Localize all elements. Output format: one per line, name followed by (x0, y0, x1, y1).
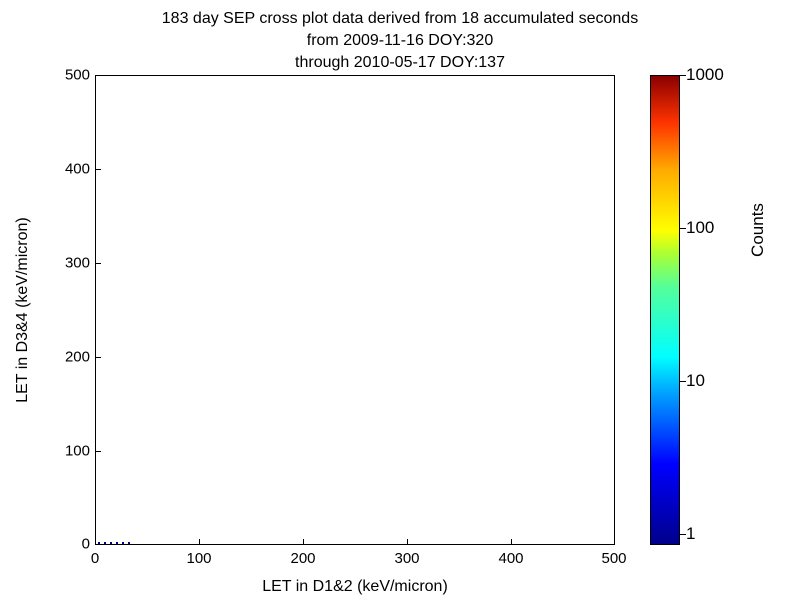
y-tick-mark (95, 544, 101, 545)
data-point[interactable] (110, 542, 112, 544)
y-tick-mark (95, 451, 101, 452)
y-tick-mark (95, 357, 101, 358)
colorbar-tick-mark (680, 228, 686, 229)
colorbar-tick-label: 1 (686, 524, 695, 544)
data-point[interactable] (128, 542, 130, 544)
colorbar-title: Counts (748, 203, 768, 257)
x-tick-label: 500 (601, 550, 626, 567)
plot-area[interactable] (95, 75, 615, 545)
x-tick-mark (303, 539, 304, 545)
x-tick-label: 400 (498, 550, 523, 567)
data-point[interactable] (122, 542, 124, 544)
x-tick-label: 0 (91, 550, 99, 567)
x-axis-label: LET in D1&2 (keV/micron) (95, 578, 615, 596)
data-point[interactable] (116, 542, 118, 544)
colorbar[interactable] (650, 75, 680, 545)
y-tick-mark (95, 263, 101, 264)
x-tick-mark (407, 539, 408, 545)
sep-cross-plot: 183 day SEP cross plot data derived from… (0, 0, 800, 600)
y-tick-mark (95, 75, 101, 76)
colorbar-tick-mark (680, 534, 686, 535)
x-tick-mark (614, 539, 615, 545)
x-tick-mark (511, 539, 512, 545)
colorbar-tick-label: 100 (686, 218, 714, 238)
x-tick-label: 100 (186, 550, 211, 567)
y-tick-label: 300 (60, 255, 90, 272)
chart-title: 183 day SEP cross plot data derived from… (0, 8, 800, 74)
y-tick-label: 400 (60, 161, 90, 178)
colorbar-tick-label: 10 (686, 371, 705, 391)
colorbar-tick-label: 1000 (686, 65, 724, 85)
x-tick-label: 200 (290, 550, 315, 567)
y-tick-label: 0 (60, 536, 90, 553)
y-tick-label: 500 (60, 67, 90, 84)
y-axis-label: LET in D3&4 (keV/micron) (14, 75, 32, 545)
colorbar-tick-mark (680, 381, 686, 382)
colorbar-gradient[interactable] (650, 75, 680, 545)
colorbar-tick-mark (680, 75, 686, 76)
data-point[interactable] (104, 542, 106, 544)
x-tick-label: 300 (394, 550, 419, 567)
x-tick-mark (199, 539, 200, 545)
y-tick-label: 100 (60, 443, 90, 460)
y-tick-mark (95, 169, 101, 170)
y-tick-label: 200 (60, 349, 90, 366)
